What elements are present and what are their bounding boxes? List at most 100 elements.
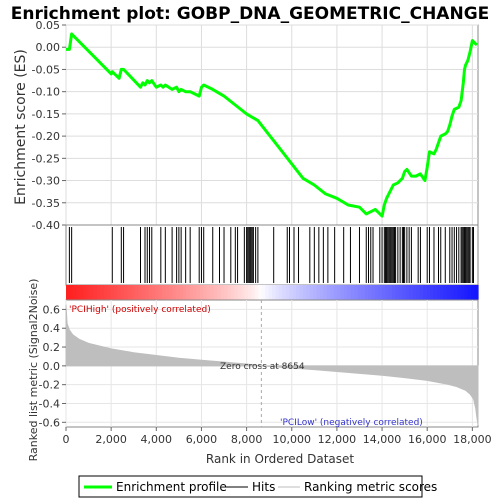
color-bar-segment	[306, 285, 311, 300]
color-bar-segment	[234, 285, 239, 300]
ranking-metric-area	[65, 304, 479, 426]
color-bar-segment	[368, 285, 373, 300]
color-bar-segment	[244, 285, 249, 300]
color-bar-segment	[148, 285, 153, 300]
color-bar-segment	[464, 285, 469, 300]
color-bar-segment	[361, 285, 366, 300]
color-bar-segment	[474, 285, 479, 300]
color-bar-segment	[354, 285, 359, 300]
color-bar-segment	[395, 285, 400, 300]
color-bar-segment	[230, 285, 235, 300]
color-bar-segment	[265, 285, 270, 300]
color-bar-segment	[429, 285, 434, 300]
color-bar-segment	[114, 285, 119, 300]
color-bar-segment	[66, 285, 71, 300]
metric-y-tick-label: -0.2	[39, 379, 60, 392]
es-y-tick-label: 0.00	[36, 41, 61, 54]
color-bar-segment	[392, 285, 397, 300]
color-bar-segment	[72, 285, 77, 300]
color-bar-segment	[179, 285, 184, 300]
x-tick-label: 14,000	[363, 433, 402, 446]
es-series	[66, 32, 478, 218]
color-bar-segment	[292, 285, 297, 300]
color-bar-segment	[340, 285, 345, 300]
color-bar-segment	[206, 285, 211, 300]
color-bar-segment	[423, 285, 428, 300]
color-bar-segment	[296, 285, 301, 300]
color-bar-segment	[117, 285, 122, 300]
color-bar-segment	[134, 285, 139, 300]
color-bar-segment	[158, 285, 163, 300]
x-tick-label: 0	[63, 433, 70, 446]
color-bar-segment	[409, 285, 414, 300]
x-tick-label: 12,000	[318, 433, 357, 446]
color-bar-segment	[350, 285, 355, 300]
color-bar-segment	[120, 285, 125, 300]
color-bar-segment	[364, 285, 369, 300]
es-y-tick-label: -0.20	[32, 130, 60, 143]
es-gridlines	[65, 24, 478, 226]
color-bar-segment	[227, 285, 232, 300]
color-bar-segment	[450, 285, 455, 300]
color-bar-segment	[90, 285, 95, 300]
color-bar-segment	[203, 285, 208, 300]
negative-label: 'PCILow' (negatively correlated)	[280, 418, 423, 428]
color-bar-segment	[375, 285, 380, 300]
color-bar-segment	[127, 285, 132, 300]
es-y-tick-label: -0.35	[32, 197, 60, 210]
color-bar-segment	[388, 285, 393, 300]
color-bar-segment	[289, 285, 294, 300]
color-bar-segment	[326, 285, 331, 300]
color-bar-segment	[189, 285, 194, 300]
color-bar-segment	[96, 285, 101, 300]
x-tick-label: 6,000	[186, 433, 218, 446]
color-bar-segment	[220, 285, 225, 300]
es-y-tick-label: -0.25	[32, 152, 60, 165]
color-bar-segment	[467, 285, 472, 300]
color-bar-segment	[344, 285, 349, 300]
color-bar-segment	[457, 285, 462, 300]
positive-label: 'PCIHigh' (positively correlated)	[69, 305, 211, 315]
color-bar-segment	[93, 285, 98, 300]
es-y-tick-label: -0.10	[32, 86, 60, 99]
color-bar-segment	[107, 285, 112, 300]
color-bar-segment	[100, 285, 105, 300]
legend-hits-label: Hits	[252, 480, 275, 494]
color-bar-segment	[251, 285, 256, 300]
es-y-tick-label: 0.05	[36, 19, 61, 32]
color-bar-segment	[323, 285, 328, 300]
color-bar-segment	[402, 285, 407, 300]
color-bar-segment	[405, 285, 410, 300]
legend-enrichment-label: Enrichment profile	[116, 480, 227, 494]
color-bar-segment	[399, 285, 404, 300]
x-axis-ticks: 0 2,000 4,000 6,000 8,000 10,000 12,000 14,000 1…	[63, 427, 492, 446]
color-bar-segment	[213, 285, 218, 300]
color-bar-segment	[302, 285, 307, 300]
color-bar-segment	[337, 285, 342, 300]
color-bar-segment	[223, 285, 228, 300]
color-bar-segment	[261, 285, 266, 300]
color-bar-segment	[443, 285, 448, 300]
color-bar-segment	[416, 285, 421, 300]
color-bar-segment	[309, 285, 314, 300]
x-tick-label: 16,000	[408, 433, 447, 446]
ranking-color-bar	[66, 285, 479, 300]
color-bar-segment	[316, 285, 321, 300]
color-bar-segment	[210, 285, 215, 300]
color-bar-segment	[110, 285, 115, 300]
metric-y-tick-label: -0.4	[39, 397, 60, 410]
color-bar-segment	[357, 285, 362, 300]
color-bar-segment	[193, 285, 198, 300]
color-bar-segment	[285, 285, 290, 300]
color-bar-segment	[433, 285, 438, 300]
color-bar-segment	[196, 285, 201, 300]
color-bar-segment	[217, 285, 222, 300]
es-y-tick-label: -0.15	[32, 108, 60, 121]
color-bar-segment	[241, 285, 246, 300]
color-bar-segment	[182, 285, 187, 300]
color-bar-segment	[385, 285, 390, 300]
color-bar-segment	[258, 285, 263, 300]
color-bar-segment	[347, 285, 352, 300]
metric-area	[65, 304, 479, 426]
color-bar-segment	[272, 285, 277, 300]
